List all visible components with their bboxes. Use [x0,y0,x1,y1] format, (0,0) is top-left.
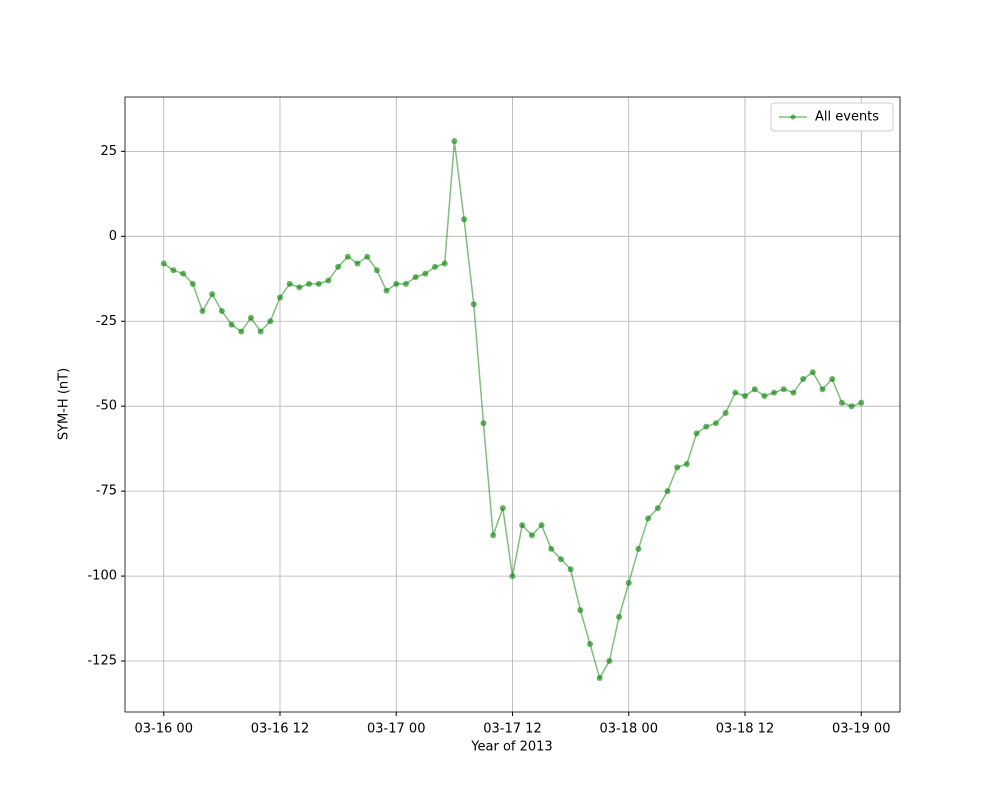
data-point [402,280,409,287]
data-point [325,277,332,284]
data-point [538,522,545,529]
x-tick-label: 03-17 12 [483,722,541,737]
data-point [780,386,787,393]
data-point [373,267,380,274]
data-point [771,389,778,396]
data-point [247,314,254,321]
data-point [654,505,661,512]
data-point [306,280,313,287]
data-point [470,301,477,308]
data-point [344,253,351,260]
data-point [683,460,690,467]
data-point [286,280,293,287]
x-tick-label: 03-18 00 [600,722,658,737]
data-point [557,556,564,563]
data-point [596,675,603,682]
data-point [732,389,739,396]
data-point [635,545,642,552]
data-point [742,393,748,400]
x-tick-label: 03-16 12 [251,722,309,737]
data-point [587,641,593,648]
data-point [412,274,419,281]
data-point [819,386,826,393]
data-point [364,253,371,260]
data-point [751,386,758,393]
data-point [238,328,245,335]
data-point [499,505,506,512]
legend-marker [790,114,796,120]
data-point [790,389,797,396]
data-point [451,138,458,145]
legend-label: All events [815,110,879,125]
data-point [209,291,216,298]
data-point [354,260,361,267]
data-point [296,284,303,291]
data-point [170,267,177,274]
data-point [848,403,855,410]
data-point [509,573,516,580]
data-point [645,515,652,522]
data-point [383,287,390,294]
data-point [335,263,342,270]
x-axis-label: Year of 2013 [470,740,552,755]
x-tick-label: 03-19 00 [832,722,890,737]
x-tick-label: 03-17 00 [367,722,425,737]
data-point [218,308,225,315]
data-point [858,399,865,406]
data-point [519,522,526,529]
data-point [761,393,768,400]
y-tick-label: 0 [109,229,117,244]
data-point [606,658,613,665]
y-tick-label: -25 [96,314,117,329]
data-point [838,399,845,406]
data-point [480,420,487,427]
data-point [432,263,438,270]
data-point [490,532,497,539]
data-point [616,613,623,620]
data-point [277,294,283,301]
data-point [703,423,710,430]
data-point [441,260,448,267]
data-point [189,280,196,287]
legend-box [770,102,894,132]
data-point [664,488,671,495]
data-point [625,579,632,586]
data-point [257,328,264,335]
data-point [228,321,235,328]
y-tick-label: -125 [87,654,117,669]
data-point [577,607,584,614]
data-point [267,318,274,325]
data-point [461,216,468,223]
y-axis-label: SYM-H (nT) [57,368,72,440]
x-tick-label: 03-18 12 [716,722,774,737]
x-tick-label: 03-16 00 [135,722,193,737]
data-point [393,280,400,287]
y-tick-label: 25 [100,144,117,159]
legend: All events [770,102,894,132]
data-point [829,376,836,383]
data-point [180,270,187,277]
data-point [693,430,700,437]
data-point [722,409,729,416]
plot-frame [124,96,901,713]
data-point [199,308,206,315]
data-point [315,280,322,287]
data-point [567,566,574,573]
data-point [422,270,429,277]
data-point [160,260,167,267]
data-point [800,376,807,383]
y-tick-label: -100 [87,569,117,584]
data-point [528,532,535,539]
data-point [712,420,719,427]
y-tick-label: -75 [96,484,117,499]
y-tick-label: -50 [96,399,117,414]
data-point [809,369,816,376]
data-point [548,545,555,552]
data-point [674,464,681,471]
